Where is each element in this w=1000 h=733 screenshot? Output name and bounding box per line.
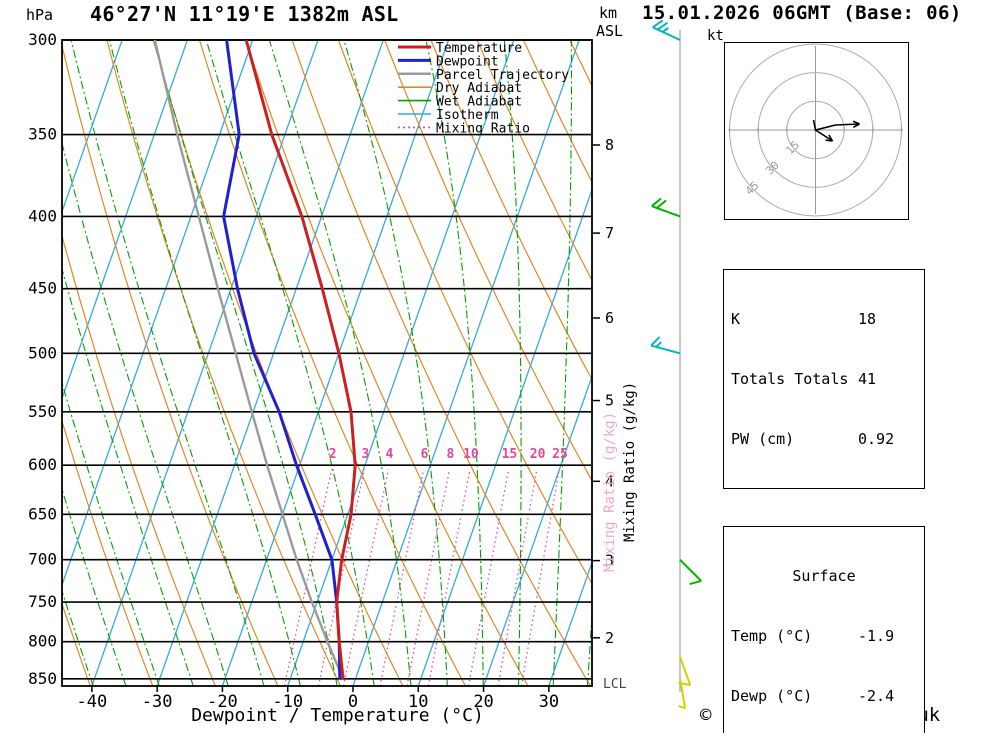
stats-panel: K 18 Totals Totals 41 PW (cm) 0.92 Surface … xyxy=(723,232,925,733)
svg-text:25: 25 xyxy=(552,447,568,462)
svg-text:Mixing Ratio: Mixing Ratio xyxy=(436,121,530,136)
axis-labels: 300350400450500550600650700750800850-40-… xyxy=(28,30,614,712)
sounding-curves xyxy=(153,40,357,680)
svg-text:850: 850 xyxy=(28,669,57,688)
stat-row: Totals Totals 41 xyxy=(724,368,924,390)
svg-text:-40: -40 xyxy=(77,692,108,712)
svg-text:7: 7 xyxy=(605,224,614,242)
svg-text:550: 550 xyxy=(28,402,57,421)
mixing-ratio-axis-label: Mixing Ratio (g/kg) xyxy=(622,381,638,542)
pressure-lines xyxy=(61,39,593,687)
svg-text:15: 15 xyxy=(783,139,802,158)
svg-text:600: 600 xyxy=(28,455,57,474)
background-lines xyxy=(62,40,592,686)
svg-text:-10: -10 xyxy=(272,692,303,712)
hodograph-box: 15 30 45 xyxy=(724,42,909,220)
wind-barbs xyxy=(650,19,702,710)
svg-text:750: 750 xyxy=(28,592,57,611)
svg-text:15: 15 xyxy=(502,447,518,462)
stat-row: K 18 xyxy=(724,308,924,330)
mixing-ratio-labels: 2 3 4 6 8 10 15 20 25 xyxy=(329,447,568,462)
stat-label: K xyxy=(731,310,741,328)
svg-text:30: 30 xyxy=(539,692,559,712)
svg-text:500: 500 xyxy=(28,343,57,362)
stat-label: PW (cm) xyxy=(731,430,795,448)
stat-value: 18 xyxy=(858,310,877,328)
x-axis-title: Dewpoint / Temperature (°C) xyxy=(191,705,484,726)
stat-value: 0.92 xyxy=(858,430,895,448)
hpa-axis-label: hPa xyxy=(26,6,54,24)
stat-row: Dewp (°C) -2.4 xyxy=(724,685,924,707)
svg-text:Dewpoint: Dewpoint xyxy=(436,54,499,69)
svg-text:Wet Adiabat: Wet Adiabat xyxy=(436,95,522,110)
page-title: 46°27'N 11°19'E 1382m ASL xyxy=(90,2,399,26)
surface-section: Surface Temp (°C)-1.9 Dewp (°C)-2.4 θₑ(K… xyxy=(723,526,925,733)
section-header: Surface xyxy=(792,567,856,585)
svg-text:800: 800 xyxy=(28,632,57,651)
datetime-title: 15.01.2026 06GMT (Base: 06) xyxy=(642,2,962,24)
asl-axis-label: ASL xyxy=(596,22,624,40)
kt-unit-label: kt xyxy=(707,28,724,44)
stat-label: Dewp (°C) xyxy=(731,687,813,705)
svg-text:6: 6 xyxy=(605,309,614,327)
svg-text:3: 3 xyxy=(361,447,369,462)
stat-row: PW (cm) 0.92 xyxy=(724,428,924,450)
svg-text:-20: -20 xyxy=(207,692,238,712)
stat-value: -1.9 xyxy=(858,627,895,645)
svg-text:2: 2 xyxy=(605,629,614,647)
svg-text:2: 2 xyxy=(329,447,337,462)
indices-section: K 18 Totals Totals 41 PW (cm) 0.92 xyxy=(723,269,925,489)
svg-text:700: 700 xyxy=(28,550,57,569)
svg-text:5: 5 xyxy=(605,392,614,410)
svg-text:3: 3 xyxy=(605,552,614,570)
svg-text:Dry Adiabat: Dry Adiabat xyxy=(436,81,522,96)
svg-text:Temperature: Temperature xyxy=(436,41,522,56)
svg-text:4: 4 xyxy=(605,472,614,490)
svg-text:0: 0 xyxy=(348,692,358,712)
svg-text:400: 400 xyxy=(28,206,57,225)
stat-value: 41 xyxy=(858,370,877,388)
lcl-marker-label: LCL xyxy=(603,677,627,692)
stat-value: -2.4 xyxy=(858,687,895,705)
svg-text:10: 10 xyxy=(463,447,479,462)
stat-label: Totals Totals xyxy=(731,370,849,388)
svg-text:4: 4 xyxy=(385,447,393,462)
stat-row: Temp (°C) -1.9 xyxy=(724,625,924,647)
svg-text:350: 350 xyxy=(28,125,57,144)
stat-label: Temp (°C) xyxy=(731,627,813,645)
svg-text:Isotherm: Isotherm xyxy=(436,108,499,123)
svg-text:300: 300 xyxy=(28,30,57,49)
svg-text:650: 650 xyxy=(28,504,57,523)
mixing-ratio-lines xyxy=(283,469,560,686)
svg-text:Parcel Trajectory: Parcel Trajectory xyxy=(436,68,569,83)
mixing-ratio-axis-label-pink: Mixing Ratio (g/kg) xyxy=(602,411,618,572)
svg-text:20: 20 xyxy=(530,447,546,462)
svg-text:6: 6 xyxy=(421,447,429,462)
svg-text:20: 20 xyxy=(473,692,493,712)
km-axis-label: km xyxy=(599,4,618,22)
svg-text:8: 8 xyxy=(446,447,454,462)
svg-text:450: 450 xyxy=(28,279,57,298)
svg-text:10: 10 xyxy=(408,692,428,712)
svg-text:-30: -30 xyxy=(142,692,173,712)
svg-text:8: 8 xyxy=(605,136,614,154)
